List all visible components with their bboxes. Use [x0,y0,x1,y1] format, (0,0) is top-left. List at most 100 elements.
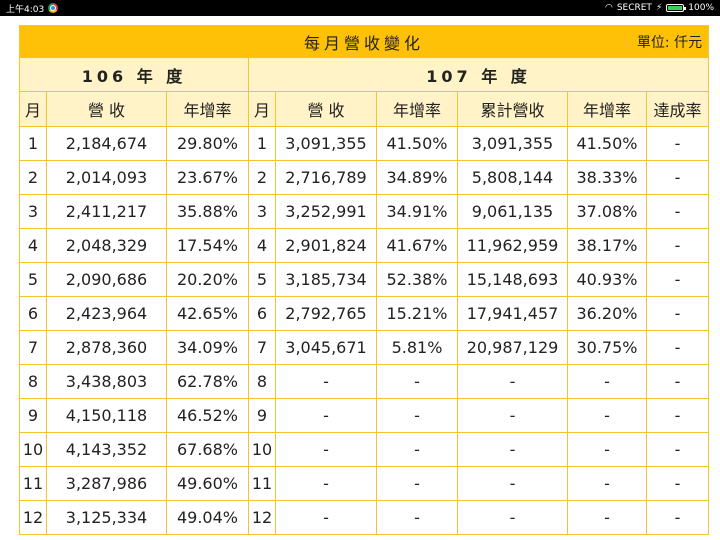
table-cell: 10 [19,432,47,467]
status-bar: 上午4:03 ◠ SECRET ⚡ 100% [0,0,720,16]
table-cell: 10 [248,432,276,467]
table-row: 5 2,090,686 20.20% 5 3,185,734 52.38% 15,148,6… [19,262,710,297]
table-cell: - [376,364,458,399]
table-cell: 2,792,765 [275,296,377,331]
table-row: 2 2,014,093 23.67% 2 2,716,789 34.89% 5,808,14… [19,160,710,195]
table-cell: - [645,160,710,195]
table-cell: 12 [19,500,47,535]
table-cell: - [275,500,377,535]
table-cell: 6 [248,296,276,331]
status-time: 上午4:03 [6,4,45,15]
table-cell: - [567,364,647,399]
table-cell: 5 [19,262,47,297]
table-cell: 46.52% [166,398,249,433]
table-row: 9 4,150,118 46.52% 9- - - - - [19,398,710,433]
table-cell: 29.80% [166,126,249,161]
table-row: 10 4,143,352 67.68% 10- - - - - [19,432,710,467]
table-cell: 12 [248,500,276,535]
table-cell: 17.54% [166,228,249,263]
battery-percent: 100% [688,3,714,13]
table-cell: - [645,398,710,433]
table-cell: 2,716,789 [275,160,377,195]
table-cell: - [376,432,458,467]
table-row: 1 2,184,674 29.80% 1 3,091,355 41.50% 3,091,35… [19,126,710,161]
table-cell: 2,423,964 [46,296,167,331]
table-cell: - [645,500,710,535]
table-cell: - [645,194,710,229]
charging-icon: ⚡ [655,3,663,13]
table-cell: 41.50% [567,126,647,161]
table-cell: - [275,432,377,467]
table-cell: - [645,262,710,297]
table-cell: - [645,432,710,467]
table-cell: - [457,500,568,535]
content: 每月營收變化 單位: 仟元 106 年 度 107 年 度 月 營 收 年增率 … [0,16,720,540]
table-cell: 1 [19,126,47,161]
table-cell: 30.75% [567,330,647,365]
table-cell: 23.67% [166,160,249,195]
table-cell: 2,184,674 [46,126,167,161]
table-cell: 3,287,986 [46,466,167,501]
table-cell: - [275,398,377,433]
col-header: 年增率 [376,91,458,127]
table-cell: 5 [248,262,276,297]
table-cell: 67.68% [166,432,249,467]
table-cell: 38.33% [567,160,647,195]
col-header: 年增率 [166,91,249,127]
table-cell: 2 [19,160,47,195]
table-cell: 5,808,144 [457,160,568,195]
table-cell: 3,091,355 [457,126,568,161]
table-cell: 9,061,135 [457,194,568,229]
table-cell: 6 [19,296,47,331]
table-cell: 38.17% [567,228,647,263]
table-cell: - [275,364,377,399]
revenue-table: 每月營收變化 單位: 仟元 106 年 度 107 年 度 月 營 收 年增率 … [18,25,710,535]
col-header: 月 [248,91,276,127]
network-name: SECRET [616,3,652,13]
status-left: 上午4:03 [6,2,59,15]
chrome-icon [48,3,59,13]
table-cell: 3,252,991 [275,194,377,229]
table-cell: 7 [19,330,47,365]
table-cell: 49.60% [166,466,249,501]
table-cell: 1 [248,126,276,161]
table-cell: 34.89% [376,160,458,195]
table-title-cell: 每月營收變化 單位: 仟元 [18,25,710,58]
table-cell: 2,411,217 [46,194,167,229]
table-cell: 11,962,959 [457,228,568,263]
table-cell: - [645,364,710,399]
wifi-icon: ◠ [604,3,613,13]
table-cell: 36.20% [567,296,647,331]
table-row: 11 3,287,986 49.60% 11- - - - - [19,466,710,501]
table-cell: 3,125,334 [46,500,167,535]
table-cell: 2,048,329 [46,228,167,263]
table-cell: - [645,126,710,161]
table-cell: 49.04% [166,500,249,535]
table-cell: 15.21% [376,296,458,331]
col-header: 營 收 [46,91,167,127]
table-cell: 4,143,352 [46,432,167,467]
table-row: 8 3,438,803 62.78% 8- - - - - [19,364,710,399]
table-cell: 3,185,734 [275,262,377,297]
table-cell: - [567,466,647,501]
table-cell: 34.09% [166,330,249,365]
table-cell: - [567,398,647,433]
table-cell: - [275,466,377,501]
table-cell: 7 [248,330,276,365]
table-cell: 35.88% [166,194,249,229]
table-cell: 11 [19,466,47,501]
col-header: 月 [19,91,47,127]
table-cell: 8 [248,364,276,399]
table-cell: 40.93% [567,262,647,297]
table-row: 3 2,411,217 35.88% 3 3,252,991 34.91% 9,061,13… [19,194,710,229]
table-cell: 4,150,118 [46,398,167,433]
table-cell: - [457,432,568,467]
battery-icon [666,4,687,12]
year-106-header: 106 年 度 [19,57,249,92]
col-header: 年增率 [567,91,647,127]
col-header: 達成率 [645,91,710,127]
table-cell: 11 [248,466,276,501]
table-cell: 17,941,457 [457,296,568,331]
table-cell: 34.91% [376,194,458,229]
table-body: 1 2,184,674 29.80% 1 3,091,355 41.50% 3,091,35… [19,126,710,535]
